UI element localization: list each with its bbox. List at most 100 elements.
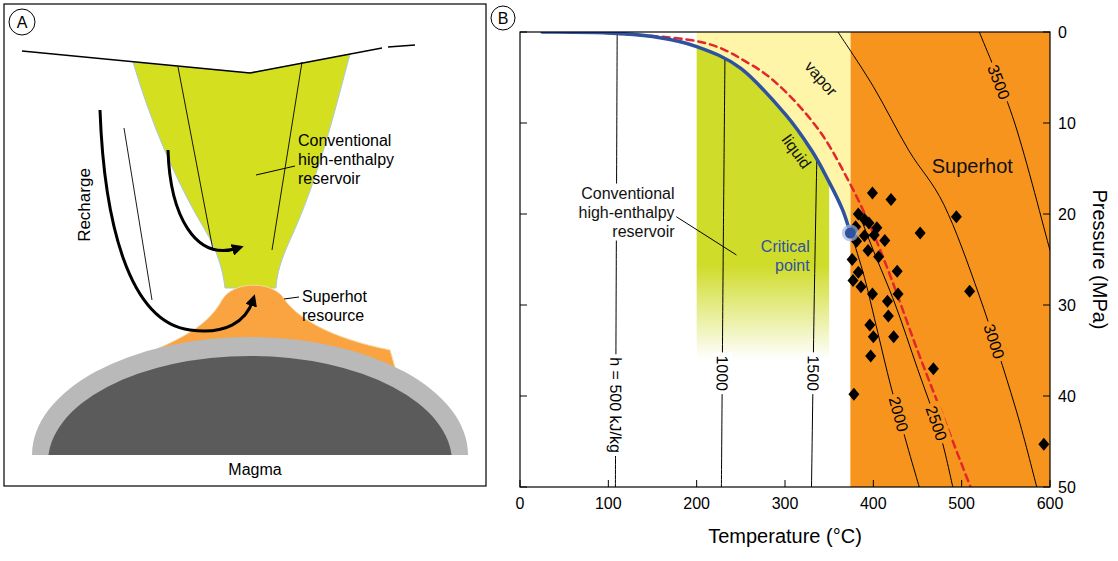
point-label: point — [775, 257, 810, 274]
curve — [838, 32, 1037, 487]
curve — [852, 237, 919, 487]
line-label: 3000 — [979, 319, 1010, 365]
labels: h = 500 kJ/kg 1000 1500 2000 2500 3000 3500 Cri… — [576, 58, 1016, 456]
tick-label: 500 — [948, 495, 975, 512]
curve — [542, 32, 850, 233]
tick — [1050, 480, 1051, 487]
label: reservoir — [298, 170, 361, 187]
label-patch — [606, 354, 625, 456]
data-point — [864, 319, 875, 332]
recharge-arrow — [100, 110, 253, 331]
line-label: h = 500 kJ/kg — [606, 354, 625, 456]
tick — [1043, 396, 1050, 397]
data-point — [928, 362, 939, 375]
leader-line — [676, 217, 736, 255]
plot-frame — [520, 32, 1050, 487]
tick-label: 40 — [1058, 388, 1076, 405]
leader-line — [284, 297, 299, 299]
tick-label: 300 — [772, 495, 799, 512]
tick — [1043, 123, 1050, 124]
axis-title: Temperature (°C) — [708, 525, 862, 547]
tick — [520, 480, 521, 487]
curve — [812, 160, 817, 487]
tick-label: 0 — [1058, 24, 1067, 41]
data-point — [951, 210, 962, 223]
curve — [721, 60, 725, 487]
point-halo — [842, 225, 859, 242]
region-label-group: Conventional high-enthalpy reservoir — [576, 184, 679, 241]
data-point — [886, 193, 897, 206]
data-point — [873, 250, 884, 263]
label: high-enthalpy — [298, 151, 394, 168]
critical-point — [845, 228, 856, 239]
panel-letter: A — [17, 14, 28, 31]
magma-group — [32, 337, 468, 455]
data-point — [848, 388, 859, 401]
data-point — [879, 234, 890, 247]
plot-area — [542, 32, 1050, 487]
label-patch — [713, 352, 732, 394]
data-point — [867, 288, 878, 301]
region — [850, 32, 1050, 487]
tick — [520, 487, 527, 488]
label-patch — [921, 401, 953, 447]
data-point — [964, 285, 975, 298]
line-label-text: 2500 — [922, 404, 950, 443]
curve — [859, 214, 953, 487]
data-point — [915, 227, 926, 240]
data-point — [863, 244, 874, 257]
data-point — [848, 274, 859, 287]
tick — [520, 305, 527, 306]
region-label: high-enthalpy — [579, 204, 675, 221]
line-label: 1000 — [713, 352, 732, 394]
data-point — [869, 228, 880, 241]
tick — [696, 480, 697, 487]
tick — [1043, 305, 1050, 306]
annotation: vapor — [801, 58, 840, 100]
label: Conventional — [298, 132, 391, 149]
data-point — [892, 265, 903, 278]
ground-surface — [388, 45, 415, 47]
tick-label: 30 — [1058, 297, 1076, 314]
panel-letter-circle — [491, 6, 515, 30]
region-label: Conventional — [581, 185, 674, 202]
region-label: reservoir — [612, 223, 675, 240]
ground-surface — [22, 48, 382, 73]
panel-letter-circle — [9, 9, 35, 35]
data-point — [893, 288, 904, 301]
line-label: 3500 — [982, 59, 1015, 105]
panel-b: 010020030040050060001020304050Temperatur… — [491, 6, 1111, 547]
panel-letter: B — [498, 10, 509, 27]
label-patch — [803, 352, 823, 394]
tick — [520, 214, 527, 215]
leader-line — [256, 166, 295, 175]
tick-label: 600 — [1037, 495, 1064, 512]
annotation: liquid — [779, 132, 815, 172]
tick-label: 200 — [683, 495, 710, 512]
line-label-text: 3000 — [980, 322, 1007, 361]
tick — [520, 32, 527, 33]
line-label-text: 3500 — [984, 62, 1013, 101]
region-label: Superhot — [932, 155, 1014, 177]
magma-body — [48, 356, 452, 455]
data-point — [867, 187, 878, 200]
tick — [961, 480, 962, 487]
curve — [591, 32, 971, 487]
tick — [785, 480, 786, 487]
data-point — [1038, 438, 1049, 451]
axis-title: Pressure (MPa) — [1089, 189, 1111, 329]
data-point — [882, 295, 893, 308]
tick — [520, 396, 527, 397]
label-patch — [982, 59, 1015, 105]
data-point — [847, 253, 858, 266]
line-label-text: 1000 — [714, 355, 731, 391]
tick-label: 10 — [1058, 115, 1076, 132]
line-label: 2000 — [884, 392, 913, 437]
label: resource — [302, 307, 364, 324]
label: Recharge — [75, 168, 94, 242]
data-point — [855, 280, 866, 293]
data-point — [868, 330, 879, 343]
tick — [1043, 32, 1050, 33]
line-label: 1500 — [803, 352, 823, 394]
point-label: Critical — [761, 238, 810, 255]
